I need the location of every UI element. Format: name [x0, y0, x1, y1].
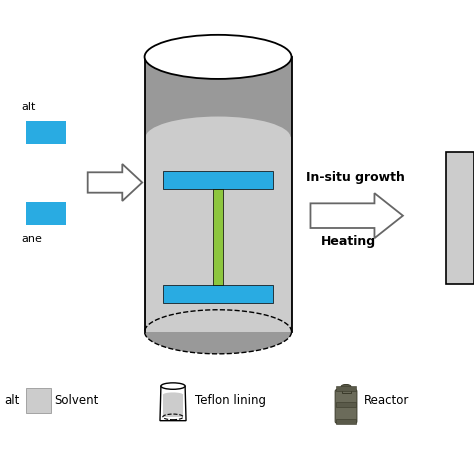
Bar	[213, 189, 223, 285]
Text: In-situ growth: In-situ growth	[306, 171, 405, 184]
Ellipse shape	[163, 392, 183, 397]
Bar	[336, 386, 356, 391]
Bar	[26, 202, 66, 225]
Polygon shape	[146, 137, 291, 332]
Ellipse shape	[161, 383, 185, 389]
Ellipse shape	[145, 310, 292, 354]
Bar	[163, 171, 273, 189]
Text: Heating: Heating	[321, 235, 376, 248]
Ellipse shape	[146, 117, 291, 158]
Text: Teflon lining: Teflon lining	[195, 394, 265, 407]
Text: alt: alt	[21, 101, 36, 112]
Bar	[446, 152, 474, 284]
Bar	[336, 419, 356, 424]
Text: Reactor: Reactor	[364, 394, 409, 407]
FancyBboxPatch shape	[335, 390, 357, 423]
Polygon shape	[160, 386, 186, 421]
Text: alt: alt	[5, 394, 20, 407]
Text: ane: ane	[21, 234, 42, 245]
Bar	[341, 387, 350, 393]
Bar	[26, 388, 51, 413]
Bar	[163, 285, 273, 303]
Ellipse shape	[341, 384, 351, 389]
Text: Solvent: Solvent	[55, 394, 99, 407]
Polygon shape	[310, 193, 403, 238]
Ellipse shape	[145, 35, 292, 79]
Polygon shape	[145, 57, 292, 332]
Bar	[26, 121, 66, 144]
Polygon shape	[88, 164, 142, 201]
Polygon shape	[163, 395, 183, 417]
Bar	[336, 402, 356, 407]
